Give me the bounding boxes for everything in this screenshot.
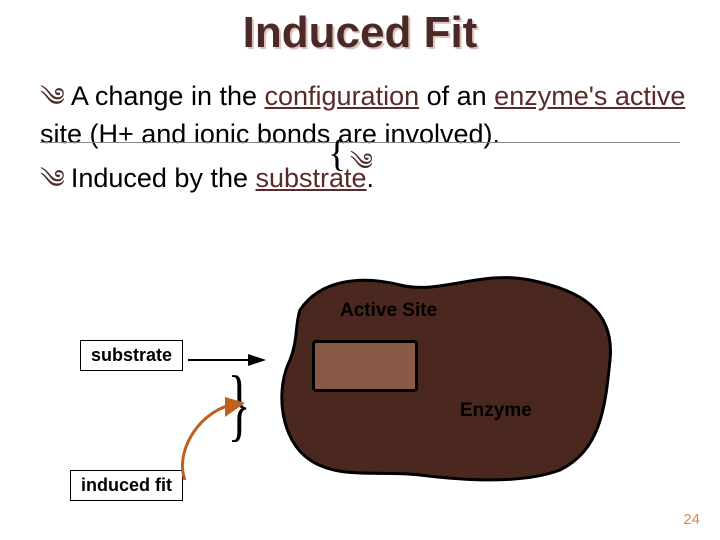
page-number: 24	[683, 511, 700, 528]
bullet-1-u1: configuration	[265, 81, 420, 111]
label-enzyme: Enzyme	[460, 400, 532, 422]
label-active-site: Active Site	[340, 300, 437, 322]
decorative-bracket-icon: {༄	[328, 132, 346, 176]
bullet-marker-icon: ༄	[40, 165, 65, 194]
bullet-1-mid: of an	[419, 81, 494, 111]
arrow-induced-fit-icon	[170, 395, 250, 485]
enzyme-diagram: Active Site Enzyme substrate induced fit…	[80, 270, 640, 510]
bullet-1-post: site (H+ and ionic bonds are involved).	[40, 119, 500, 149]
bullet-marker-icon: ༄	[40, 83, 65, 112]
page-title: Induced Fit	[0, 0, 720, 58]
bullet-1-u2: enzyme's active	[494, 81, 685, 111]
box-induced-fit: induced fit	[70, 470, 183, 501]
active-site-rect	[312, 340, 418, 392]
bullet-2-pre: Induced by the	[71, 163, 256, 193]
bullet-1-pre: A change in the	[71, 81, 265, 111]
box-substrate: substrate	[80, 340, 183, 371]
